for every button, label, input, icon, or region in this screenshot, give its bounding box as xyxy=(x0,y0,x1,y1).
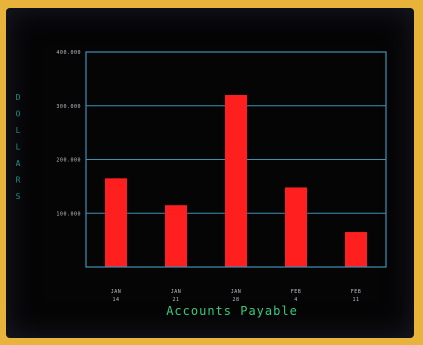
y-tick-label: 200.000 xyxy=(56,158,81,164)
y-axis-label-letter: L xyxy=(16,126,21,135)
x-tick-label: FEB xyxy=(291,289,302,295)
bars xyxy=(105,95,367,267)
y-axis-label-letter: S xyxy=(16,192,21,201)
x-tick-label: 21 xyxy=(172,297,179,303)
y-axis-label-letter: A xyxy=(16,159,21,168)
y-axis-label-letter: R xyxy=(16,176,21,185)
x-tick-label: 14 xyxy=(112,297,119,303)
y-axis-label-letter: L xyxy=(16,143,21,152)
bar xyxy=(285,187,307,267)
x-tick-label: 4 xyxy=(294,297,298,303)
bar xyxy=(225,95,247,267)
x-tick-label: FEB xyxy=(351,289,362,295)
x-tick-labels: JAN 14 JAN 21 JAN 28 FEB 4 FEB 11 xyxy=(111,289,362,303)
x-tick-label: 28 xyxy=(232,297,239,303)
x-axis-title: Accounts Payable xyxy=(166,304,298,318)
y-tick-labels: 400.000 300.000 200.000 100.000 xyxy=(56,50,81,217)
bar xyxy=(165,205,187,267)
y-axis-label-letter: D xyxy=(16,93,21,102)
crt-screen: 400.000 300.000 200.000 100.000 JAN 14 JAN 21 J… xyxy=(6,8,414,338)
x-tick-label: JAN xyxy=(231,289,242,295)
y-tick-label: 100.000 xyxy=(56,211,81,217)
y-tick-label: 300.000 xyxy=(56,104,81,110)
bar xyxy=(345,232,367,267)
x-tick-label: JAN xyxy=(111,289,122,295)
x-tick-label: 11 xyxy=(352,297,359,303)
y-axis-label-letter: O xyxy=(16,110,21,119)
bar xyxy=(105,178,127,267)
plot-frame xyxy=(85,51,387,268)
x-tick-label: JAN xyxy=(171,289,182,295)
y-tick-label: 400.000 xyxy=(56,50,81,56)
